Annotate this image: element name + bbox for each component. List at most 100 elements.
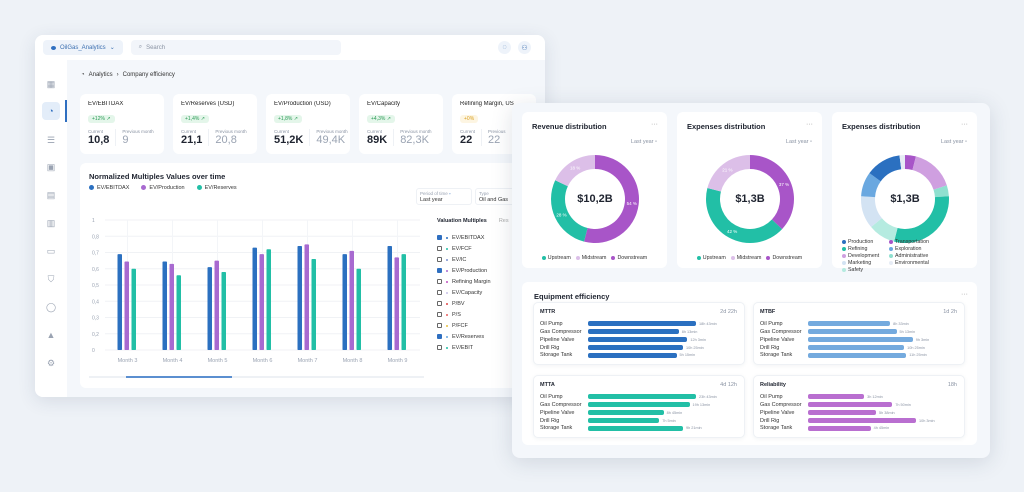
checkbox[interactable] <box>437 301 442 306</box>
slice-administrative[interactable] <box>933 185 949 198</box>
valuation-item[interactable]: P/BV <box>437 298 527 309</box>
slice-transportation[interactable] <box>905 155 916 170</box>
search-input[interactable]: ⌕ Search <box>130 40 341 55</box>
metric-bar[interactable] <box>808 329 897 335</box>
slice-upstream[interactable] <box>706 188 783 243</box>
bar-ev-ebitdax[interactable] <box>252 247 258 350</box>
slice-upstream[interactable] <box>551 180 588 242</box>
valuation-item[interactable]: EV/Production <box>437 265 527 276</box>
user-icon[interactable]: ⚇ <box>518 41 531 54</box>
bar-ev-ebitdax[interactable] <box>387 246 393 350</box>
metric-bar[interactable] <box>588 345 684 351</box>
metric-bar[interactable] <box>588 394 696 400</box>
metric-bar[interactable] <box>588 352 677 358</box>
legend-item[interactable]: EV/EBITDAX <box>89 185 129 191</box>
legend-item[interactable]: Marketing <box>842 260 884 266</box>
legend-item[interactable]: Upstream <box>541 255 571 261</box>
bar-ev-production[interactable] <box>124 261 130 350</box>
bar-ev-reserves[interactable] <box>311 259 317 350</box>
legend-item[interactable]: Transportation <box>889 239 931 245</box>
period-select[interactable]: Period of time ▫ Last year <box>416 188 472 205</box>
valuation-item[interactable]: P/FCF <box>437 320 527 331</box>
legend-item[interactable]: Environmental <box>889 260 931 266</box>
settings-icon[interactable]: ⚙ <box>46 357 56 368</box>
checkbox[interactable] <box>437 235 442 240</box>
checkbox[interactable] <box>437 323 442 328</box>
graduation-icon[interactable]: ▲ <box>46 330 56 340</box>
legend-item[interactable]: Midstream <box>575 255 606 261</box>
valuation-item[interactable]: P/S <box>437 309 527 320</box>
legend-item[interactable]: Midstream <box>730 255 761 261</box>
slice-marketing[interactable] <box>861 196 882 228</box>
checkbox[interactable] <box>437 268 442 273</box>
metric-bar[interactable] <box>588 329 679 335</box>
bar-ev-production[interactable] <box>304 244 310 350</box>
bar-ev-reserves[interactable] <box>266 249 272 350</box>
bar-ev-production[interactable] <box>394 257 400 350</box>
bar-ev-production[interactable] <box>169 263 175 350</box>
legend-item[interactable]: Downstream <box>766 255 802 261</box>
metric-bar[interactable] <box>808 337 913 343</box>
kpi-card[interactable]: EV/EBITDAX +12% ↗ Current 10,8 Previous m… <box>80 94 164 154</box>
bar-ev-reserves[interactable] <box>356 268 362 350</box>
slice-safety[interactable] <box>871 218 898 242</box>
valuation-item[interactable]: Refining Margin <box>437 276 527 287</box>
metric-bar[interactable] <box>808 402 893 408</box>
legend-item[interactable]: Safety <box>842 267 884 273</box>
bar-ev-ebitdax[interactable] <box>117 254 123 350</box>
checkbox[interactable] <box>437 345 442 350</box>
valuation-item[interactable]: EV/IC <box>437 254 527 265</box>
bar-ev-reserves[interactable] <box>401 254 407 350</box>
slice-development[interactable] <box>912 156 947 190</box>
valuation-item[interactable]: EV/FCF <box>437 243 527 254</box>
bar-ev-reserves[interactable] <box>176 275 182 350</box>
metric-bar[interactable] <box>808 345 905 351</box>
id-card-icon[interactable]: ▭ <box>46 245 56 256</box>
checkbox[interactable] <box>437 334 442 339</box>
valuation-item[interactable]: EV/EBITDAX <box>437 232 527 243</box>
checkbox[interactable] <box>437 246 442 251</box>
bar-ev-production[interactable] <box>349 250 355 350</box>
metric-bar[interactable] <box>588 418 660 424</box>
metric-bar[interactable] <box>808 352 907 358</box>
slice-downstream[interactable] <box>750 155 794 230</box>
bar-ev-reserves[interactable] <box>131 268 137 350</box>
legend-item[interactable]: Administrative <box>889 253 931 259</box>
more-icon[interactable]: ··· <box>961 291 968 298</box>
metric-bar[interactable] <box>808 425 871 431</box>
shield-icon[interactable]: ⛉ <box>47 273 55 284</box>
tab-res[interactable]: Res <box>498 218 509 224</box>
bar-ev-ebitdax[interactable] <box>207 267 213 350</box>
slice-downstream[interactable] <box>584 155 639 243</box>
metric-bar[interactable] <box>588 337 688 343</box>
legend-item[interactable]: EV/Production <box>141 185 185 191</box>
metric-bar[interactable] <box>808 394 865 400</box>
legend-item[interactable]: Upstream <box>696 255 726 261</box>
legend-item[interactable]: Downstream <box>611 255 647 261</box>
metric-bar[interactable] <box>588 321 696 327</box>
valuation-item[interactable]: EV/Capacity <box>437 287 527 298</box>
more-icon[interactable]: ··· <box>651 121 658 128</box>
kpi-card[interactable]: EV/Production (USD) +1,8% ↗ Current 51,2K… <box>266 94 350 154</box>
bar-ev-production[interactable] <box>259 254 265 350</box>
workspace-switcher[interactable]: OilGas_Analytics ⌄ <box>43 40 123 55</box>
more-icon[interactable]: ··· <box>806 121 813 128</box>
valuation-item[interactable]: EV/EBIT <box>437 342 527 353</box>
metric-bar[interactable] <box>808 418 916 424</box>
bar-ev-ebitdax[interactable] <box>342 254 348 350</box>
chat-icon[interactable]: ◯ <box>45 301 57 312</box>
bar-ev-ebitdax[interactable] <box>297 246 303 350</box>
horizontal-scrollbar[interactable] <box>89 376 424 378</box>
slice-environmental[interactable] <box>899 155 905 170</box>
checkbox[interactable] <box>437 290 442 295</box>
kpi-card[interactable]: EV/Reserves (USD) +1,4% ↗ Current 21,1 Pr… <box>173 94 257 154</box>
legend-item[interactable]: Exploration <box>889 246 931 252</box>
calendar-icon[interactable]: ▥ <box>46 217 56 228</box>
valuation-item[interactable]: EV/Reserves <box>437 331 527 342</box>
bar-ev-production[interactable] <box>214 260 220 350</box>
checkbox[interactable] <box>437 279 442 284</box>
legend-item[interactable]: Production <box>842 239 884 245</box>
bar-ev-ebitdax[interactable] <box>162 261 168 350</box>
kpi-card[interactable]: EV/Capacity +4,3% ↗ Current 89K Previous … <box>359 94 443 154</box>
breadcrumb-analytics[interactable]: Analytics <box>88 72 113 78</box>
